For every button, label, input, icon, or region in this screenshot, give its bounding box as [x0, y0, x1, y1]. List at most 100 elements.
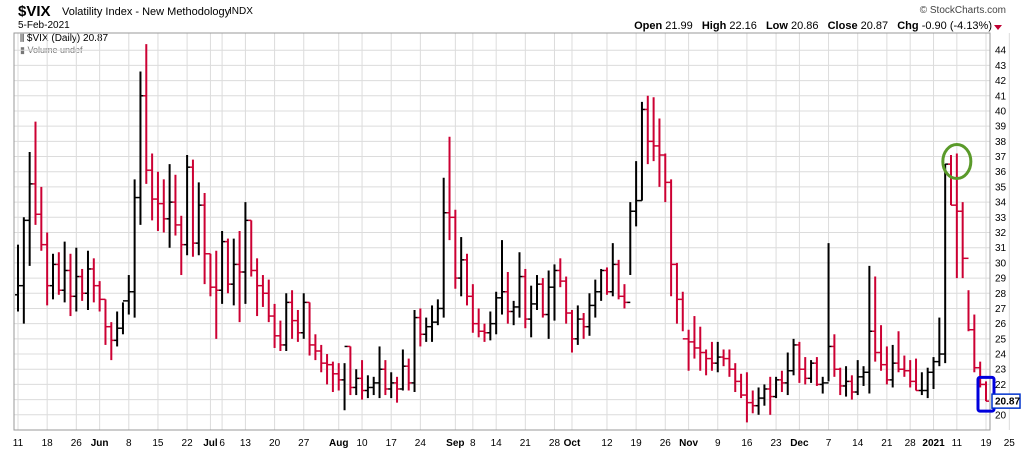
y-tick-label: 39 [995, 122, 1007, 133]
ohlc-bar [312, 334, 319, 361]
ohlc-bar [977, 361, 984, 388]
brand-watermark: © StockCharts.com [919, 5, 1006, 16]
ohlc-bar [773, 376, 780, 399]
ohlc-bar [971, 314, 978, 373]
ohlc-bar [172, 174, 179, 236]
ohlc-bar [469, 284, 476, 333]
x-tick-label: Jun [91, 438, 109, 449]
ohlc-bar [429, 305, 436, 342]
ohlc-bar [219, 230, 226, 304]
ohlc-bar [621, 284, 628, 309]
ohlc-bar [411, 309, 418, 393]
ohlc-bar [388, 372, 395, 399]
ohlc-bar [84, 250, 91, 310]
y-tick-label: 35 [995, 182, 1007, 193]
ohlc-bar [679, 291, 686, 340]
ohlc-bar [796, 341, 803, 383]
ohlc-bar [778, 370, 785, 393]
symbol-label: $VIX [18, 3, 51, 20]
ohlc-bar [586, 293, 593, 336]
y-tick-label: 23 [995, 365, 1007, 376]
ohlc-bar [440, 177, 447, 318]
ohlc-bar [650, 97, 657, 162]
ohlc-bar [726, 349, 733, 377]
ohlc-bar [790, 338, 797, 376]
x-tick-label: Nov [679, 438, 698, 449]
open-label: Open [634, 20, 663, 32]
open-value: 21.99 [665, 20, 693, 32]
ohlc-bar [808, 360, 815, 383]
low-value: 20.86 [791, 20, 819, 32]
ohlc-bar [341, 345, 348, 411]
ohlc-bar [516, 252, 523, 318]
x-tick-label: 19 [631, 438, 643, 449]
ohlc-bar [633, 161, 640, 227]
ohlc-bar [125, 275, 132, 315]
ohlc-readout: Open 21.99 High 22.16 Low 20.86 Close 20… [634, 20, 992, 32]
ohlc-bar [743, 372, 750, 423]
ohlc-bar [20, 217, 27, 324]
exchange-label: INDX [229, 6, 253, 17]
ohlc-bar [347, 345, 354, 396]
ohlc-bar [166, 164, 173, 248]
x-tick-label: Aug [329, 438, 348, 449]
ohlc-bar [668, 179, 675, 297]
ohlc-bar [96, 281, 103, 312]
ohlc-bar [207, 253, 214, 297]
ohlc-bar [924, 367, 931, 399]
y-tick-label: 29 [995, 274, 1007, 285]
ohlc-bar [930, 357, 937, 389]
y-tick-label: 40 [995, 106, 1007, 117]
x-tick-label: 6 [219, 438, 225, 449]
ohlc-bar [574, 305, 581, 345]
x-tick-label: 21 [520, 438, 532, 449]
ohlc-bar [26, 151, 33, 266]
ohlc-bar [493, 291, 500, 335]
ohlc-bar [382, 360, 389, 396]
ohlc-bar [883, 346, 890, 385]
ohlc-bar [965, 257, 972, 332]
bars-icon: ⫼ [20, 33, 25, 43]
ohlc-bar [131, 179, 138, 318]
ohlc-bar [889, 344, 896, 388]
high-value: 22.16 [729, 20, 757, 32]
high-label: High [701, 20, 727, 32]
x-tick-label: 17 [386, 438, 398, 449]
y-tick-label: 33 [995, 213, 1007, 224]
x-tick-label: 25 [1004, 438, 1016, 449]
ohlc-bar [364, 375, 371, 399]
chg-label: Chg [897, 20, 919, 32]
ohlc-bar [499, 240, 505, 315]
ohlc-bar [300, 293, 307, 339]
ohlc-bar [638, 101, 645, 202]
ohlc-bar [953, 153, 960, 279]
x-tick-label: 26 [660, 438, 672, 449]
ohlc-bar [948, 155, 955, 206]
ohlc-bar [38, 186, 45, 251]
ohlc-bar [685, 329, 692, 371]
ohlc-bar [510, 300, 517, 326]
x-tick-label: 9 [715, 438, 721, 449]
ohlc-bar [417, 308, 424, 347]
x-tick-label: 14 [852, 438, 864, 449]
x-tick-label: 24 [415, 438, 427, 449]
ohlc-bar [901, 355, 908, 377]
y-tick-label: 30 [995, 258, 1007, 269]
y-tick-label: 42 [995, 76, 1007, 87]
x-tick-label: 22 [182, 438, 194, 449]
ohlc-bar [236, 230, 243, 323]
series-legend-label: $VIX (Daily) 20.87 [26, 33, 109, 44]
ohlc-bar [942, 163, 949, 364]
ohlc-bar [913, 358, 920, 392]
y-tick-label: 37 [995, 152, 1007, 163]
x-tick-label: 12 [601, 438, 613, 449]
ohlc-bar [289, 290, 296, 339]
x-tick-label: 11 [13, 438, 24, 449]
ohlc-bar [568, 309, 575, 353]
x-tick-label: 8 [470, 438, 476, 449]
ohlc-bar [539, 278, 546, 318]
y-axis: 2021222324252627282930313233343536373839… [995, 46, 1007, 422]
y-tick-label: 44 [995, 46, 1007, 57]
ohlc-bar [376, 346, 383, 399]
ohlc-bar [983, 381, 989, 402]
